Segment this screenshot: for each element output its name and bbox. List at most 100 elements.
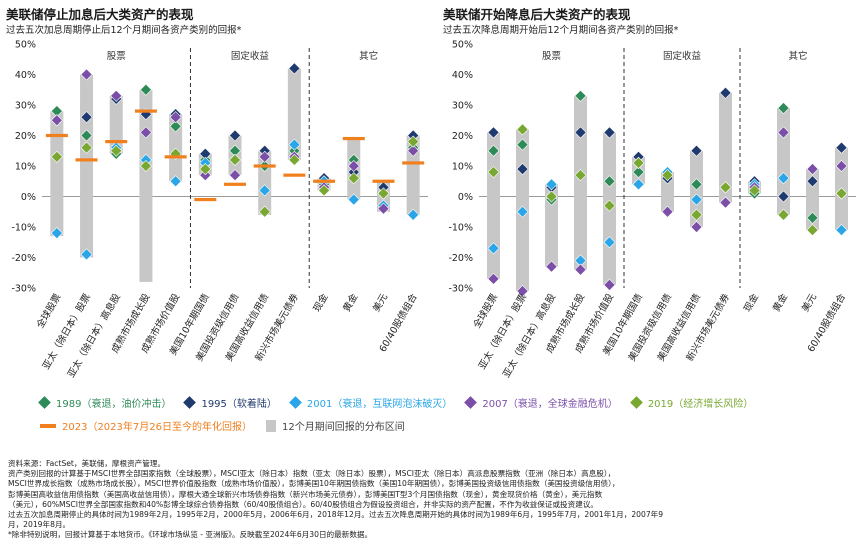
category-label: 现金 xyxy=(311,291,331,314)
series-1989-point xyxy=(516,138,529,151)
legend-range-label: 12个月期间回报的分布区间 xyxy=(282,422,405,433)
series-1989-point xyxy=(139,83,152,96)
footnote-line: 彭博美国高收益信用债指数（美国高收益信用债），摩根大通全球新兴市场债券指数（新兴… xyxy=(8,489,603,499)
series-2001-point xyxy=(50,227,63,240)
series-2007-point xyxy=(110,89,123,102)
series-2019-point xyxy=(50,150,63,163)
category-label: 亚太（除日本）高息股 xyxy=(65,291,123,380)
y-tick-label: 20% xyxy=(15,131,36,142)
y-tick-label: 40% xyxy=(15,70,36,81)
series-2019-point xyxy=(690,208,703,221)
series-2019-point xyxy=(777,208,790,221)
y-tick-label: 50% xyxy=(452,40,473,51)
legend-item-2023: 2023（2023年7月26日至今的年化回报） xyxy=(40,418,252,433)
category-label: 黄金 xyxy=(340,291,360,314)
series-2023-mark xyxy=(402,161,425,165)
legend-2007-label: 2007（衰退，全球金融危机） xyxy=(482,399,618,410)
series-1995-point xyxy=(80,111,93,124)
series-2023-mark xyxy=(342,136,365,141)
y-tick-label: -20% xyxy=(448,253,473,264)
series-1995-point xyxy=(719,86,732,99)
group-label: 其它 xyxy=(788,50,807,62)
series-2007-point xyxy=(169,111,182,124)
range-bar xyxy=(139,89,153,282)
series-2019-point xyxy=(228,153,242,166)
y-tick-label: 20% xyxy=(452,131,473,142)
series-2007-point xyxy=(347,159,360,173)
y-tick-label: 30% xyxy=(15,101,36,112)
category-label: 全球股票 xyxy=(471,291,501,330)
series-2007-point xyxy=(50,114,63,127)
legend-1995-diamond-icon xyxy=(183,396,197,409)
series-2023-mark xyxy=(372,179,395,183)
series-2019-point xyxy=(516,123,529,136)
y-tick-label: -30% xyxy=(11,284,36,295)
y-tick-label: -20% xyxy=(11,253,36,264)
series-1989-point xyxy=(487,144,500,157)
series-2007-point xyxy=(258,150,271,163)
series-2001-point xyxy=(288,138,301,151)
series-2007-point xyxy=(80,68,93,81)
series-1989-point xyxy=(574,89,587,102)
series-2023-mark xyxy=(45,133,68,138)
series-2001-point xyxy=(545,178,558,191)
series-1989-point xyxy=(80,129,93,142)
legend-2019-label: 2019（经济增长风险） xyxy=(647,399,754,410)
series-2007-point xyxy=(603,278,616,291)
series-1995-point xyxy=(228,129,242,142)
series-2019-point xyxy=(835,187,848,200)
series-2001-point xyxy=(80,248,93,261)
footnotes: 资料来源：FactSet，美联储，摩根资产管理。 资产类别回报的计算基于MSCI… xyxy=(8,459,858,541)
series-2023-mark xyxy=(105,140,128,144)
series-2007-point xyxy=(719,196,732,209)
series-2007-point xyxy=(806,163,819,176)
series-2019-point xyxy=(110,144,123,157)
series-2019-point xyxy=(806,224,819,237)
range-bar xyxy=(287,68,301,160)
series-2019-point xyxy=(719,181,732,194)
series-1989-point xyxy=(777,102,790,115)
legend-item-2019: 2019（经济增长风险） xyxy=(629,395,754,410)
y-tick-label: -30% xyxy=(448,284,473,295)
series-2007-point xyxy=(574,263,587,276)
series-1995-point xyxy=(777,190,790,203)
series-2019-point xyxy=(377,187,390,200)
y-tick-label: 40% xyxy=(452,70,473,81)
series-1995-point xyxy=(806,175,819,188)
range-bar xyxy=(487,132,500,279)
range-bar xyxy=(719,92,732,203)
series-2019-point xyxy=(258,205,271,218)
legend-2023-label: 2023（2023年7月26日至今的年化回报） xyxy=(62,422,252,433)
series-1995-point xyxy=(574,126,587,139)
legend-range-box-icon xyxy=(266,419,276,432)
series-2019-point xyxy=(748,184,761,197)
category-label: 黄金 xyxy=(770,291,790,314)
left-chart-subtitle: 过去五次加息周期停止后12个月期间各资产类别的回报* xyxy=(6,25,242,36)
series-2007-point xyxy=(545,260,558,273)
y-tick-label: 0% xyxy=(458,192,473,203)
series-1995-point xyxy=(288,62,301,75)
series-2001-point xyxy=(516,205,529,218)
series-2007-point xyxy=(690,220,703,234)
series-2023-mark xyxy=(75,158,98,162)
series-2023-mark xyxy=(194,197,217,202)
series-2007-point xyxy=(516,285,529,298)
right-chart-title: 美联储开始降息后大类资产的表现 xyxy=(443,7,631,22)
series-2007-point xyxy=(139,126,152,139)
category-label: 亚太（除日本）高息股 xyxy=(500,291,558,380)
series-2019-point xyxy=(199,163,212,176)
group-label: 固定收益 xyxy=(663,50,702,62)
legend-item-2001: 2001（衰退，互联网泡沫破灭） xyxy=(289,395,453,410)
group-label: 其它 xyxy=(359,50,378,62)
series-2019-point xyxy=(661,169,674,182)
y-tick-label: 10% xyxy=(452,162,473,173)
range-bar xyxy=(574,95,587,270)
legend-item-range: 12个月期间回报的分布区间 xyxy=(266,418,405,433)
series-2007-point xyxy=(487,272,500,285)
series-2007-point xyxy=(228,169,242,182)
series-2001-point xyxy=(603,236,616,249)
right-chart: -30% -20% -10% 0% 10% 20% 30% 40% 50% 股票 固定收益 其它全球股… xyxy=(448,40,856,380)
series-1995-point xyxy=(835,141,848,154)
legend-2001-label: 2001（衰退，互联网泡沫破灭） xyxy=(306,399,453,410)
legend-row-1: 1989（衰退，油价冲击） 1995（软着陆） 2001（衰退，互联网泡沫破灭）… xyxy=(38,395,767,410)
